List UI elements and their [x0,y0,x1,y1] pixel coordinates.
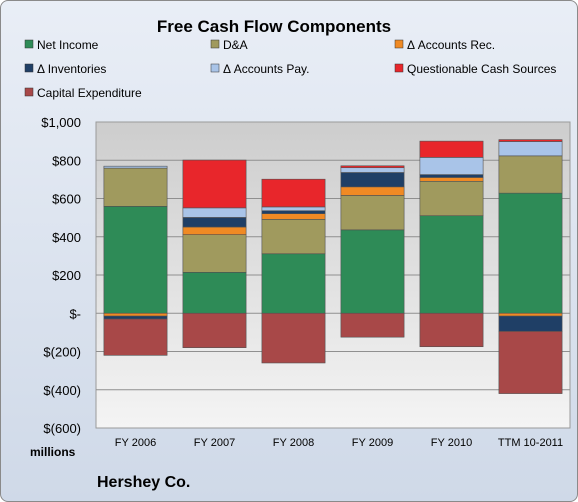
bar-segment [340,172,405,188]
legend-label: Capital Expenditure [37,86,142,100]
x-tick-label: FY 2010 [431,437,472,449]
y-tick-label: $200 [52,268,81,283]
company-name: Hershey Co. [97,474,190,491]
bar-segment [182,312,247,348]
x-tick-label: FY 2006 [115,437,156,449]
legend-swatch [210,39,220,49]
bar-segment [419,140,484,158]
y-tick-label: $1,000 [41,115,81,130]
bar-segment [419,174,484,178]
y-tick-label: $400 [52,230,81,245]
bar-segment [103,315,168,320]
bar-segment [498,139,563,142]
bar-segment [261,253,326,314]
bar-segment [103,312,168,317]
bar-segment [103,165,168,169]
y-tick-label: $(400) [43,383,81,398]
x-tick-label: FY 2007 [194,437,235,449]
bar-segment [419,157,484,175]
bar-segment [261,178,326,208]
x-tick-label: FY 2009 [352,437,393,449]
bar-segment [498,192,563,314]
legend-label: Δ Accounts Rec. [407,38,495,52]
legend-swatch [210,63,220,73]
bar-segment [340,167,405,173]
bar-segment [419,177,484,182]
legend-label: Δ Inventories [37,62,106,76]
legend-label: D&A [223,38,248,52]
legend-label: Net Income [37,38,99,52]
bar-segment [340,186,405,196]
legend: Net Income D&A Δ Accounts Rec. Δ Inventorie… [24,38,556,100]
bars [103,139,563,394]
legend-swatch [394,39,404,49]
bar-segment [498,155,563,194]
y-tick-label: $600 [52,192,81,207]
bar-segment [498,331,563,394]
bar-segment [182,226,247,235]
legend-swatch [24,39,34,49]
bar-segment [103,318,168,356]
bar-segment [182,217,247,228]
unit-label: millions [30,445,76,459]
bar-segment [340,195,405,231]
bar-segment [340,229,405,314]
y-axis-ticks: $1,000 $800 $600 $400 $200 $- $(200) $(400) $(60… [41,115,81,436]
bar-segment [419,215,484,314]
bar-segment [182,272,247,314]
legend-swatch [24,87,34,97]
legend-swatch [394,63,404,73]
chart-title: Free Cash Flow Components [157,17,391,36]
legend-label: Δ Accounts Pay. [223,62,310,76]
bar-segment [103,167,168,207]
y-tick-label: $(600) [43,421,81,436]
bar-segment [182,207,247,218]
y-tick-label: $- [69,306,81,321]
legend-label: Questionable Cash Sources [407,62,556,76]
y-tick-label: $800 [52,153,81,168]
bar-segment [261,312,326,364]
bar-segment [182,234,247,273]
bar-segment [261,213,326,220]
x-axis-labels: FY 2006 FY 2007 FY 2008 FY 2009 FY 2010 TTM 1… [115,437,563,449]
bar-segment [340,165,405,169]
bar-segment [498,141,563,157]
bar-segment [182,159,247,209]
bar-segment [498,312,563,317]
legend-swatch [24,63,34,73]
bar-segment [419,180,484,217]
bar-segment [340,312,405,338]
bar-segment [498,315,563,332]
bar-segment [103,206,168,314]
bar-segment [419,312,484,348]
bar-segment [261,219,326,255]
y-tick-label: $(200) [43,345,81,360]
x-tick-label: TTM 10-2011 [498,437,563,449]
bar-segment [261,210,326,214]
x-tick-label: FY 2008 [273,437,314,449]
gridlines [96,159,570,391]
bar-segment [261,206,326,212]
